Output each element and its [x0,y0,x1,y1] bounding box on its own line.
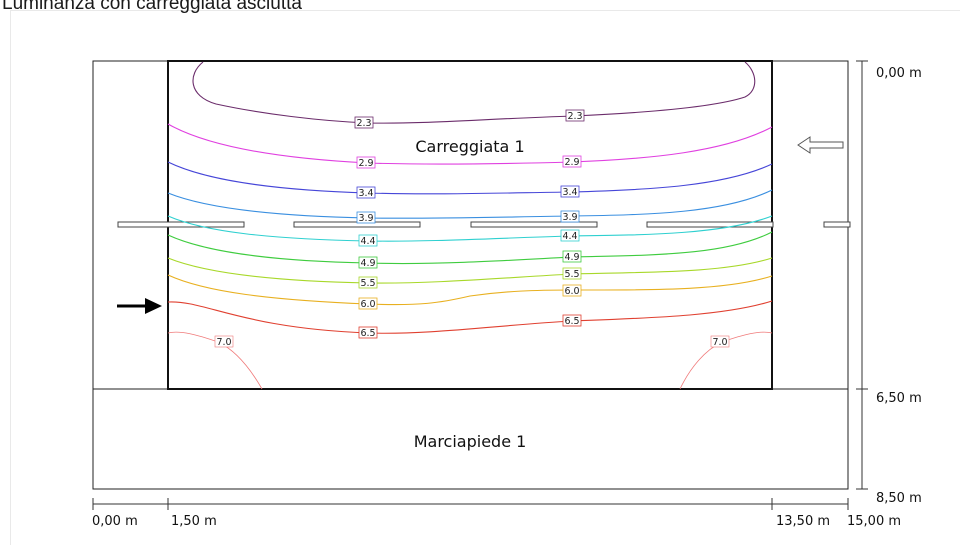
label-text: 4.9 [360,258,375,269]
label-box [358,326,378,339]
label-text: 3.4 [358,188,373,199]
label-box [562,284,582,297]
label-box [560,210,580,223]
isoline-6-0 [167,274,773,306]
isoline-label: 6.0 [358,297,378,310]
isoline-label: 2.9 [562,155,582,168]
isoline-label: 2.3 [354,116,374,129]
lane-dash [646,221,774,228]
label-box [710,335,730,348]
isoline-label: 4.4 [358,234,378,247]
label-box [356,186,376,199]
label-text: 4.4 [562,231,577,242]
isoline-label: 3.9 [560,210,580,223]
isoline-label: 6.0 [562,284,582,297]
label-box [562,314,582,327]
isoline-label: 3.4 [356,186,376,199]
label-box [354,116,374,129]
y-dim-label: 8,50 m [876,491,922,506]
label-text: 2.3 [356,118,371,129]
label-box [562,250,582,263]
isoline-label: 2.3 [565,109,585,122]
label-text: 3.4 [562,187,577,198]
isoline-label: 6.5 [562,314,582,327]
label-box [565,109,585,122]
isoline-label: 7.0 [710,335,730,348]
label-text: 2.3 [567,111,582,122]
isoline-label: 5.5 [562,267,582,280]
x-dim-label: 15,00 m [847,514,901,529]
vertical-dimension [856,60,868,490]
label-text: 5.5 [564,269,579,280]
diagram-frame [10,10,960,545]
isoline-4-4 [167,215,773,242]
lane-dash [117,221,245,228]
isoline-label: 2.9 [356,156,376,169]
label-text: 4.9 [564,252,579,263]
label-box [358,276,378,289]
label-box [562,267,582,280]
label-text: 7.0 [712,337,727,348]
label-box [562,155,582,168]
label-box [356,211,376,224]
isoline-label: 4.9 [562,250,582,263]
horizontal-dimension [92,498,849,510]
label-text: 4.4 [360,236,375,247]
observer-arrow-icon [117,298,162,314]
label-text: 7.0 [216,337,231,348]
isoline-label: 6.5 [358,326,378,339]
label-text: 6.5 [360,328,375,339]
isoline-5-5 [167,257,773,284]
label-box [356,156,376,169]
label-box [560,185,580,198]
x-dim-label: 0,00 m [92,514,138,529]
label-text: 5.5 [360,278,375,289]
isoline-label: 4.9 [358,256,378,269]
label-box [560,229,580,242]
label-text: 6.0 [564,286,579,297]
isoline-3-9 [167,189,773,219]
isoline-label: 7.0 [214,335,234,348]
label-box [358,256,378,269]
roadway-label: Carreggiata 1 [415,137,524,156]
isoline-label: 5.5 [358,276,378,289]
label-box [358,297,378,310]
lane-dash [470,221,598,228]
isoline-label: 3.9 [356,211,376,224]
label-text: 6.0 [360,299,375,310]
label-text: 2.9 [564,157,579,168]
isoline-2-9 [167,123,773,165]
isoline-2-3 [192,61,756,124]
label-text: 3.9 [562,212,577,223]
y-dim-label: 0,00 m [876,66,922,81]
isoline-label: 4.4 [560,229,580,242]
x-dim-label: 1,50 m [171,514,217,529]
traffic-direction-arrow-icon [797,136,844,154]
page-title: Luminanza con carreggiata asciutta [2,0,302,14]
lane-dash [823,221,851,228]
isoline-label: 3.4 [560,185,580,198]
x-dim-label: 13,50 m [776,514,830,529]
label-text: 6.5 [564,316,579,327]
sidewalk-label: Marciapiede 1 [414,432,527,451]
arrow-head [145,298,162,314]
isolines [167,61,773,390]
isoline-3-4 [167,161,773,195]
label-text: 3.9 [358,213,373,224]
label-text: 2.9 [358,158,373,169]
isoline-4-9 [167,231,773,265]
y-dim-label: 6,50 m [876,391,922,406]
isoline-6-5 [167,300,773,334]
isoline-labels: 2.3 2.3 2.9 2.9 3.4 3.4 3.9 3.9 4.4 4.4 … [214,109,730,348]
label-box [214,335,234,348]
label-box [358,234,378,247]
lane-markings [117,221,851,228]
